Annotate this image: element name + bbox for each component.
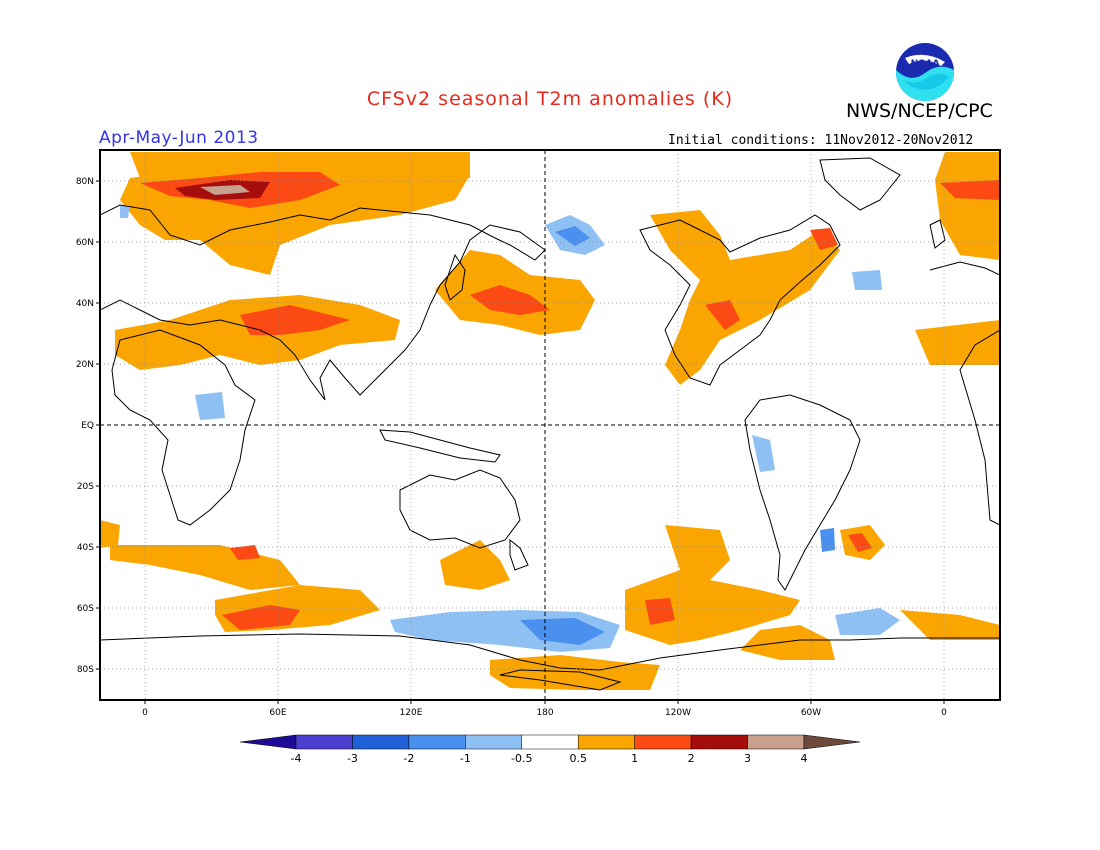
anomaly-region-sahara-wrap [915, 320, 1000, 365]
anomaly-region-east-africa-cool [195, 392, 225, 420]
lon-tick-label: 0 [142, 708, 148, 718]
legend-swatch [295, 734, 353, 750]
legend-label: 1 [631, 752, 638, 765]
coastline-south-america [744, 394, 861, 591]
anomaly-region-south-indian-core [230, 545, 260, 560]
legend-label: 2 [688, 752, 695, 765]
coastline-north-america [639, 214, 841, 386]
anomaly-region-siberia-peak [200, 185, 250, 195]
anomaly-region-iran [240, 305, 350, 335]
lat-tick-label: 80N [76, 177, 94, 187]
coastline-greenland [819, 157, 901, 211]
lat-tick-label: 60S [77, 604, 94, 614]
lat-tick-label: 20S [77, 482, 94, 492]
coastline-eurasia [100, 204, 546, 401]
lat-tick-label: 80S [77, 665, 94, 675]
anomaly-region-labrador-core [810, 228, 838, 250]
anomaly-region-antarctic-edge [900, 610, 1000, 640]
initial-conditions: Initial conditions: 11Nov2012-20Nov2012 [668, 133, 974, 148]
legend-swatch [634, 734, 692, 750]
legend-swatch [747, 734, 805, 750]
anomaly-region-south-america-cool [752, 435, 775, 472]
legend-label: -0.5 [511, 752, 532, 765]
anomaly-region-weddell-cool [835, 608, 900, 635]
anomaly-region-europe-wrap [935, 152, 1000, 260]
legend-label: -3 [347, 752, 358, 765]
lat-tick-label: 60N [76, 238, 94, 248]
coastline-indonesia [379, 429, 501, 463]
lon-tick-label: 120E [400, 708, 423, 718]
lat-tick-label: EQ [81, 421, 94, 431]
anomaly-region-antarctic-cool-core [520, 618, 605, 645]
legend-swatch-max [803, 734, 861, 750]
anomaly-region-arctic-top [130, 152, 470, 178]
coastline-europe-wrap [929, 261, 1000, 276]
legend-swatch [577, 734, 635, 750]
anomaly-region-bering-cool-core [555, 226, 590, 246]
map-title: CFSv2 seasonal T2m anomalies (K) [366, 88, 734, 110]
anomaly-region-south-pacific-core [645, 598, 675, 625]
anomaly-region-europe-core [940, 180, 1000, 200]
anomaly-region-us-core [705, 300, 740, 330]
coastline-uk [929, 219, 946, 249]
legend-swatch [352, 734, 410, 750]
legend-label: 0.5 [569, 752, 587, 765]
lon-tick-label: 120W [665, 708, 691, 718]
latitude-ticks: 80N 60N 40N 20N EQ 20S 40S 60S 80S [76, 177, 100, 675]
lat-tick-label: 20N [76, 360, 94, 370]
legend-swatch [690, 734, 748, 750]
coastlines [100, 157, 1000, 691]
longitude-ticks: 0 60E 120E 180 120W 60W 0 [142, 700, 947, 718]
legend-label: -2 [403, 752, 414, 765]
lon-tick-label: 0 [941, 708, 947, 718]
anomaly-region-drake [740, 625, 835, 660]
lat-tick-label: 40S [77, 543, 94, 553]
anomaly-region-north-america [650, 210, 840, 385]
anomaly-region-atlantic-cool [852, 270, 882, 290]
legend-label: 4 [801, 752, 808, 765]
anomaly-region-scandinavia-cool [120, 205, 130, 218]
forecast-period: Apr-May-Jun 2013 [99, 128, 259, 148]
lon-tick-label: 60E [269, 708, 286, 718]
coastline-antarctica-inner [499, 669, 622, 691]
coastline-africa [111, 329, 256, 526]
anomaly-region-south-atlantic-core [848, 533, 872, 552]
coastline-australia [399, 469, 521, 549]
anomaly-region-nw-pacific-core [470, 285, 550, 315]
legend-swatch [521, 734, 579, 750]
legend-label: -4 [291, 752, 302, 765]
legend-label: -1 [460, 752, 471, 765]
anomaly-region-antarctic-indian-core [222, 605, 300, 630]
anomaly-region-tasman [440, 540, 510, 590]
anomaly-region-argentina-cool [820, 528, 835, 552]
lon-tick-label: 60W [801, 708, 821, 718]
coastline-africa-wrap [959, 329, 1000, 526]
lon-tick-label: 180 [536, 708, 553, 718]
noaa-logo-text: NOAA [911, 59, 940, 69]
coastline-japan [444, 253, 466, 301]
legend-swatch [408, 734, 466, 750]
anomaly-shading [100, 152, 1000, 690]
legend-swatch [465, 734, 523, 750]
coastline-antarctica [100, 633, 1000, 671]
organization-label: NWS/NCEP/CPC [846, 100, 993, 122]
lat-tick-label: 40N [76, 299, 94, 309]
legend-swatch-min [239, 734, 297, 750]
legend-label: 3 [744, 752, 751, 765]
noaa-logo-icon: NOAA [894, 41, 956, 103]
coastline-new-zealand [509, 538, 529, 571]
anomaly-region-west-africa-edge [100, 520, 120, 548]
